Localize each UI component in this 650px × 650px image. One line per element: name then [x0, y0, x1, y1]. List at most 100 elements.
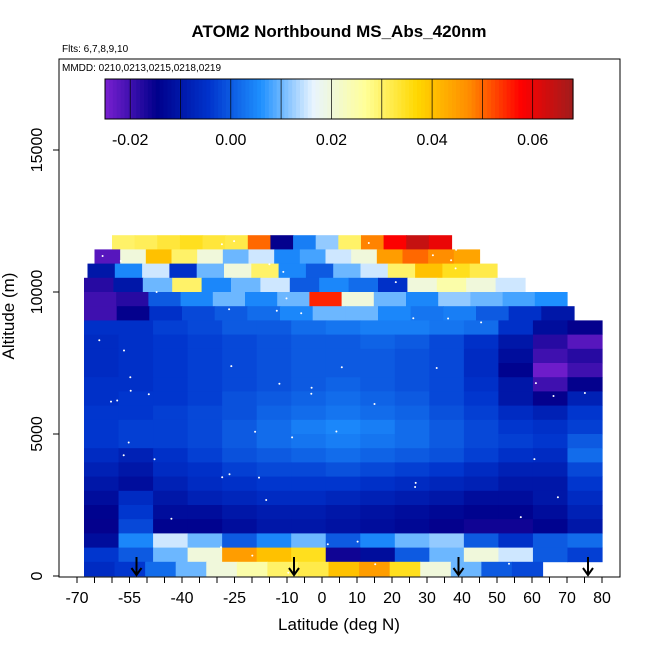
- heatmap-cell: [495, 277, 526, 293]
- colorbar-segment: [300, 79, 305, 119]
- colorbar-segment: [385, 79, 391, 119]
- measurement-point: [435, 367, 438, 369]
- colorbar-segment: [229, 79, 235, 119]
- colorbar-segment: [124, 79, 129, 119]
- measurement-point: [122, 454, 125, 457]
- heatmap-cell: [319, 277, 350, 293]
- flight-marker-arrow: [452, 557, 465, 577]
- heatmap-cell: [113, 277, 144, 293]
- colorbar-segment: [378, 79, 383, 119]
- x-tick-label: 60: [523, 590, 541, 607]
- heatmap-cell: [134, 235, 158, 250]
- colorbar-segment: [374, 79, 379, 119]
- colorbar-segment: [179, 79, 184, 119]
- heatmap-cell: [325, 476, 361, 492]
- colorbar-segment: [136, 79, 141, 119]
- heatmap-cell: [153, 533, 189, 548]
- colorbar-segment: [128, 79, 133, 119]
- measurement-point: [533, 458, 536, 461]
- heatmap-cell: [394, 377, 430, 392]
- heatmap-cell: [532, 547, 569, 563]
- heatmap-cell: [222, 462, 258, 477]
- colorbar-segment: [545, 79, 551, 119]
- y-tick-label: 10000: [29, 270, 46, 315]
- heatmap-cell: [429, 505, 465, 520]
- heatmap-cell: [463, 391, 499, 406]
- heatmap-cell: [247, 235, 272, 250]
- heatmap-cell: [463, 490, 499, 506]
- heatmap-cell: [84, 519, 120, 534]
- heatmap-cell: [187, 505, 223, 520]
- heatmap-cell: [325, 419, 361, 435]
- colorbar-segment: [159, 79, 165, 119]
- heatmap-cell: [498, 505, 534, 520]
- colorbar-segment: [463, 79, 469, 119]
- measurement-point: [258, 476, 260, 479]
- measurement-point: [221, 476, 224, 479]
- measurement-point: [583, 392, 586, 394]
- colorbar-segment: [424, 79, 430, 119]
- colorbar-segment: [225, 79, 231, 119]
- colorbar-segment: [487, 79, 492, 119]
- heatmap-cell: [338, 235, 362, 250]
- heatmap-cell: [256, 334, 292, 350]
- heatmap-cell: [196, 263, 225, 279]
- heatmap-cell: [429, 476, 465, 492]
- colorbar-segment: [311, 79, 317, 119]
- colorbar-segment: [498, 79, 504, 119]
- flight-marker-arrow: [288, 557, 300, 577]
- colorbar-segment: [456, 79, 461, 119]
- heatmap-cell: [333, 263, 362, 279]
- heatmap-cell: [389, 561, 421, 577]
- measurement-point: [285, 297, 288, 300]
- measurement-point: [153, 458, 156, 461]
- heatmap-cell: [153, 462, 189, 477]
- heatmap-cell: [84, 476, 120, 492]
- heatmap-cell: [498, 533, 534, 548]
- heatmap-cell: [429, 348, 465, 364]
- heatmap-cell: [84, 561, 116, 577]
- colorbar-segment: [120, 79, 126, 119]
- heatmap-cell: [443, 306, 477, 321]
- heatmap-cell: [498, 334, 534, 350]
- heatmap-cell: [256, 320, 292, 335]
- heatmap-cell: [325, 547, 361, 563]
- heatmap-cell: [463, 448, 499, 463]
- heatmap-cell: [463, 348, 499, 364]
- colorbar-segment: [514, 79, 519, 119]
- heatmap-cell: [291, 434, 327, 449]
- heatmap-cell: [498, 419, 534, 435]
- measurement-point: [287, 571, 290, 574]
- measurement-points: [98, 240, 586, 574]
- colorbar-segment: [557, 79, 562, 119]
- heatmap-cell: [222, 419, 258, 435]
- colorbar-segment: [366, 79, 371, 119]
- heatmap-cell: [206, 561, 238, 577]
- heatmap-cell: [256, 490, 292, 506]
- colorbar-segment: [272, 79, 278, 119]
- colorbar-segment: [342, 79, 348, 119]
- heatmap-cell: [567, 363, 603, 378]
- heatmap-cell: [360, 419, 396, 435]
- heatmap-cell: [532, 519, 569, 534]
- heatmap-cell: [463, 419, 499, 435]
- heatmap-cell: [360, 519, 396, 534]
- heatmap-cell: [567, 505, 603, 520]
- heatmap-cell: [153, 448, 189, 463]
- heatmap-cell: [175, 561, 207, 577]
- heatmap-cell: [179, 235, 204, 250]
- measurement-point: [450, 259, 453, 262]
- measurement-point: [228, 308, 231, 311]
- colorbar-segment: [108, 79, 114, 119]
- heatmap-cell: [145, 561, 177, 577]
- heatmap-cell: [429, 547, 465, 563]
- colorbar-segment: [420, 79, 426, 119]
- colorbar-segment: [553, 79, 558, 119]
- heatmap-cell: [153, 490, 189, 506]
- heatmap-cell: [325, 363, 361, 378]
- colorbar-segment: [393, 79, 399, 119]
- colorbar-segment: [459, 79, 465, 119]
- heatmap-cell: [256, 391, 292, 406]
- heatmap-cell: [153, 434, 189, 449]
- heatmap-cell: [118, 363, 154, 378]
